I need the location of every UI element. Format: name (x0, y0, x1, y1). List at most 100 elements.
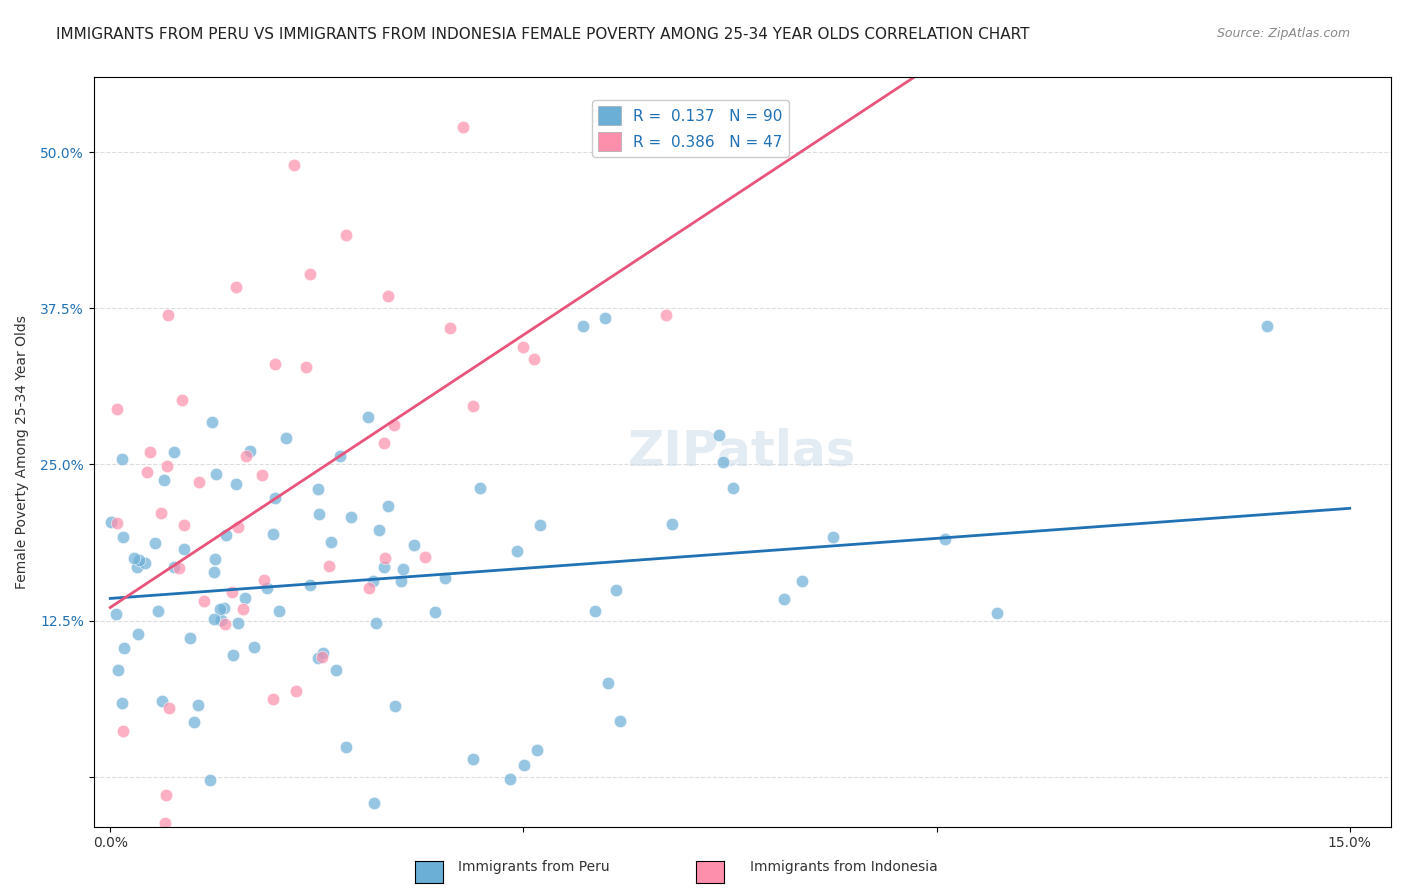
Point (146, 604, 169, 618)
Point (139, 444, 162, 458)
Text: Immigrants from Peru: Immigrants from Peru (458, 860, 610, 874)
Point (235, 591, 257, 606)
Point (134, 556, 156, 570)
Point (295, 359, 318, 374)
Point (198, 772, 221, 787)
Point (311, 650, 333, 665)
Point (263, 491, 285, 506)
Point (262, 526, 284, 541)
Point (107, 663, 129, 677)
Point (377, 499, 399, 513)
Point (526, 743, 548, 757)
Point (208, 602, 231, 616)
Point (250, 467, 273, 482)
Point (308, 507, 330, 521)
Point (439, 321, 461, 335)
Point (340, 510, 363, 524)
Point (329, 449, 352, 463)
Point (335, 228, 357, 243)
Point (283, 158, 305, 172)
Point (374, 550, 396, 565)
Point (382, 417, 405, 432)
Point (505, 544, 527, 558)
Point (423, 605, 446, 619)
Point (523, 352, 546, 367)
Text: ZIPatlas: ZIPatlas (628, 428, 856, 476)
Point (389, 574, 412, 589)
Point (132, 832, 155, 847)
Point (470, 481, 492, 495)
Point (364, 615, 387, 630)
Point (232, 601, 254, 615)
Point (183, 714, 205, 729)
Point (163, 444, 186, 458)
Point (157, 701, 180, 715)
Point (150, 694, 173, 708)
Point (986, 606, 1008, 620)
Point (214, 616, 236, 631)
Point (312, 646, 335, 660)
Point (583, 604, 606, 618)
Point (461, 399, 484, 413)
Point (157, 308, 180, 322)
Point (318, 558, 340, 573)
Point (122, 832, 145, 847)
Text: IMMIGRANTS FROM PERU VS IMMIGRANTS FROM INDONESIA FEMALE POVERTY AMONG 25-34 YEA: IMMIGRANTS FROM PERU VS IMMIGRANTS FROM … (56, 27, 1029, 42)
Text: Immigrants from Indonesia: Immigrants from Indonesia (749, 860, 938, 874)
Y-axis label: Female Poverty Among 25-34 Year Olds: Female Poverty Among 25-34 Year Olds (15, 315, 30, 589)
Point (773, 591, 796, 606)
Point (169, 561, 191, 575)
Point (111, 531, 134, 545)
Point (156, 458, 179, 473)
Point (307, 650, 329, 665)
Point (187, 475, 209, 490)
Point (211, 613, 233, 627)
Point (112, 641, 135, 656)
Point (143, 536, 166, 550)
Point (122, 551, 145, 566)
Point (212, 601, 235, 615)
Point (335, 740, 357, 755)
Point (934, 532, 956, 546)
Point (572, 318, 595, 333)
Point (239, 444, 262, 458)
Point (284, 684, 307, 698)
Point (596, 676, 619, 690)
Point (264, 357, 287, 371)
Point (298, 578, 321, 592)
Point (105, 607, 128, 621)
Point (321, 534, 343, 549)
Point (363, 797, 385, 811)
Point (222, 648, 245, 662)
Point (262, 692, 284, 706)
Point (201, 415, 224, 429)
Point (105, 516, 128, 530)
Point (202, 612, 225, 626)
Point (368, 524, 391, 538)
Point (226, 615, 249, 630)
Point (605, 583, 627, 598)
Point (112, 723, 135, 738)
Point (593, 311, 616, 326)
Text: Source: ZipAtlas.com: Source: ZipAtlas.com (1216, 27, 1350, 40)
Point (433, 571, 456, 585)
Point (173, 518, 195, 533)
Point (661, 516, 683, 531)
Point (235, 449, 257, 463)
Point (363, 574, 385, 588)
Point (512, 757, 534, 772)
Point (609, 714, 631, 729)
Point (179, 632, 201, 646)
Point (225, 280, 247, 294)
Point (155, 788, 177, 802)
Point (373, 436, 395, 450)
Point (267, 604, 290, 618)
Point (170, 393, 193, 408)
Point (373, 559, 395, 574)
Point (111, 451, 134, 466)
Point (125, 559, 148, 574)
Point (100, 515, 122, 529)
Point (221, 584, 243, 599)
Point (193, 594, 215, 608)
Legend: R =  0.137   N = 90, R =  0.386   N = 47: R = 0.137 N = 90, R = 0.386 N = 47 (592, 100, 789, 157)
